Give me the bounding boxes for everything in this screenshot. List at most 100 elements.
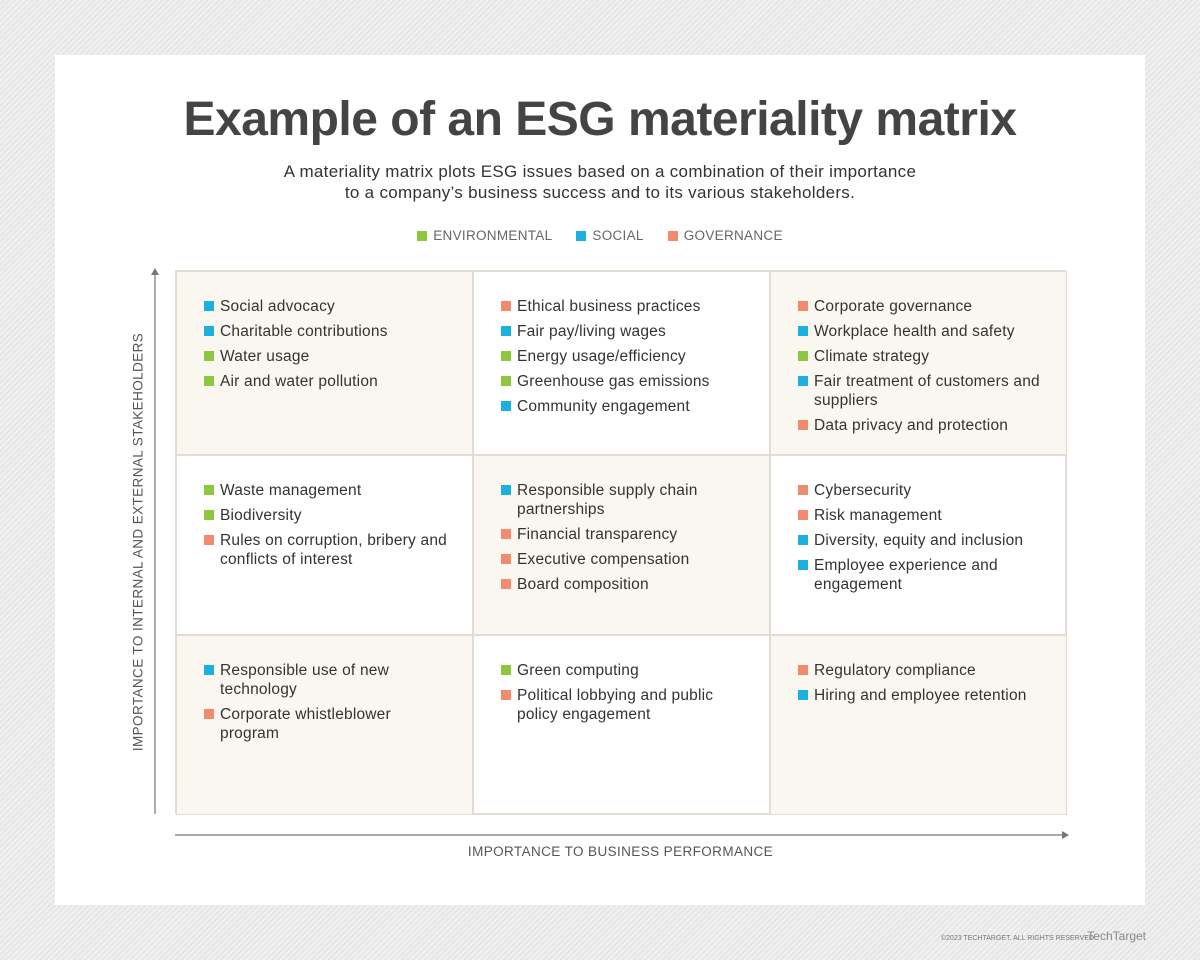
- issue: Fair treatment of customers and supplier…: [798, 372, 1046, 410]
- legend-label: SOCIAL: [592, 228, 644, 243]
- issue-swatch: [798, 535, 808, 545]
- issue-label: Ethical business practices: [517, 298, 701, 315]
- issue: Air and water pollution: [204, 372, 452, 391]
- issue: Water usage: [204, 347, 452, 366]
- issue-swatch: [798, 560, 808, 570]
- issue-label: Biodiversity: [220, 507, 302, 524]
- issue-swatch: [204, 301, 214, 311]
- subtitle: to a company’s business success and to i…: [344, 183, 856, 202]
- issue-label: Financial transparency: [517, 526, 678, 543]
- issue-swatch: [501, 376, 511, 386]
- matrix-cell: Cybersecurity Risk management Diversity, e…: [770, 455, 1067, 635]
- issue-swatch: [204, 376, 214, 386]
- issue: Corporate whistleblower program: [204, 705, 452, 743]
- legend-swatch: [576, 230, 587, 241]
- issue: Energy usage/efficiency: [501, 347, 749, 366]
- matrix-cell: Ethical business practices Fair pay/livin…: [473, 271, 770, 455]
- issue-swatch: [501, 665, 511, 675]
- issue-label: Fair pay/living wages: [517, 323, 666, 340]
- issue: Political lobbying and public policy eng…: [501, 686, 749, 724]
- issue: Executive compensation: [501, 550, 749, 569]
- issue-label: Board composition: [517, 576, 649, 593]
- issue: Board composition: [501, 575, 749, 594]
- subtitle: A materiality matrix plots ESG issues ba…: [283, 162, 917, 181]
- issue-swatch: [798, 351, 808, 361]
- issue: Workplace health and safety: [798, 322, 1046, 341]
- issue-swatch: [204, 485, 214, 495]
- issue-label: Air and water pollution: [220, 373, 378, 390]
- issue-label: Responsible supply chain partnerships: [517, 482, 698, 518]
- issue-swatch: [798, 420, 808, 430]
- issue: Biodiversity: [204, 506, 452, 525]
- issue: Ethical business practices: [501, 297, 749, 316]
- y-arrow: [151, 268, 159, 275]
- issue-swatch: [204, 535, 214, 545]
- matrix: Social advocacy Charitable contributions W…: [175, 270, 1067, 815]
- issue-label: Employee experience and engagement: [814, 557, 998, 593]
- legend: ENVIRONMENTAL SOCIAL GOVERNANCE: [0, 228, 1200, 243]
- issue-label: Community engagement: [517, 398, 690, 415]
- issue-label: Regulatory compliance: [814, 662, 976, 679]
- matrix-cell: Responsible use of new technology Corpora…: [176, 635, 473, 815]
- x-axis-label: IMPORTANCE TO BUSINESS PERFORMANCE: [467, 844, 774, 859]
- issue-label: Water usage: [220, 348, 310, 365]
- issue-label: Data privacy and protection: [814, 417, 1009, 434]
- issue-label: Social advocacy: [220, 298, 336, 315]
- issue: Waste management: [204, 481, 452, 500]
- issue-label: Corporate governance: [814, 298, 973, 315]
- legend-item: SOCIAL: [576, 228, 643, 243]
- legend-swatch: [417, 230, 428, 241]
- issue-swatch: [501, 401, 511, 411]
- issue: Hiring and employee retention: [798, 686, 1046, 705]
- issue: Fair pay/living wages: [501, 322, 749, 341]
- issue-swatch: [204, 665, 214, 675]
- issue-swatch: [501, 301, 511, 311]
- issue: Cybersecurity: [798, 481, 1046, 500]
- issue-label: Corporate whistleblower program: [220, 706, 391, 742]
- copyright: ©2023 TECHTARGET. ALL RIGHTS RESERVED: [940, 935, 1094, 942]
- legend-swatch: [667, 230, 678, 241]
- issue-swatch: [798, 376, 808, 386]
- issue: Green computing: [501, 661, 749, 680]
- issue-swatch: [501, 579, 511, 589]
- issue-swatch: [501, 351, 511, 361]
- issue-label: Executive compensation: [517, 551, 690, 568]
- issue-swatch: [501, 554, 511, 564]
- issue-swatch: [501, 529, 511, 539]
- issue: Data privacy and protection: [798, 416, 1046, 435]
- issue: Diversity, equity and inclusion: [798, 531, 1046, 550]
- issue: Greenhouse gas emissions: [501, 372, 749, 391]
- issue: Charitable contributions: [204, 322, 452, 341]
- issue: Financial transparency: [501, 525, 749, 544]
- issue-label: Fair treatment of customers and supplier…: [814, 373, 1040, 409]
- legend-item: ENVIRONMENTAL: [417, 228, 552, 243]
- legend-item: GOVERNANCE: [667, 228, 783, 243]
- issue-swatch: [204, 351, 214, 361]
- y-axis-label: IMPORTANCE TO INTERNAL AND EXTERNAL STAK…: [130, 332, 146, 752]
- legend-label: ENVIRONMENTAL: [433, 228, 553, 243]
- issue: Corporate governance: [798, 297, 1046, 316]
- issue-label: Risk management: [814, 507, 942, 524]
- issue-swatch: [798, 485, 808, 495]
- issue-swatch: [501, 485, 511, 495]
- issue-swatch: [798, 690, 808, 700]
- issue-swatch: [501, 326, 511, 336]
- issue-label: Political lobbying and public policy eng…: [517, 687, 714, 723]
- issue-swatch: [798, 510, 808, 520]
- issue: Climate strategy: [798, 347, 1046, 366]
- matrix-cell: Responsible supply chain partnerships Fin…: [473, 455, 770, 635]
- matrix-cell: Corporate governance Workplace health and…: [770, 271, 1067, 455]
- issue-label: Hiring and employee retention: [814, 687, 1027, 704]
- issue-label: Green computing: [517, 662, 639, 679]
- issue-label: Rules on corruption, bribery and conflic…: [220, 532, 447, 568]
- legend-label: GOVERNANCE: [683, 228, 783, 243]
- issue: Responsible supply chain partnerships: [501, 481, 749, 519]
- issue-label: Energy usage/efficiency: [517, 348, 686, 365]
- issue-label: Responsible use of new technology: [220, 662, 389, 698]
- issue-swatch: [501, 690, 511, 700]
- matrix-cell: Waste management Biodiversity Rules on cor…: [176, 455, 473, 635]
- issue-swatch: [204, 326, 214, 336]
- issue: Regulatory compliance: [798, 661, 1046, 680]
- issue-label: Charitable contributions: [220, 323, 388, 340]
